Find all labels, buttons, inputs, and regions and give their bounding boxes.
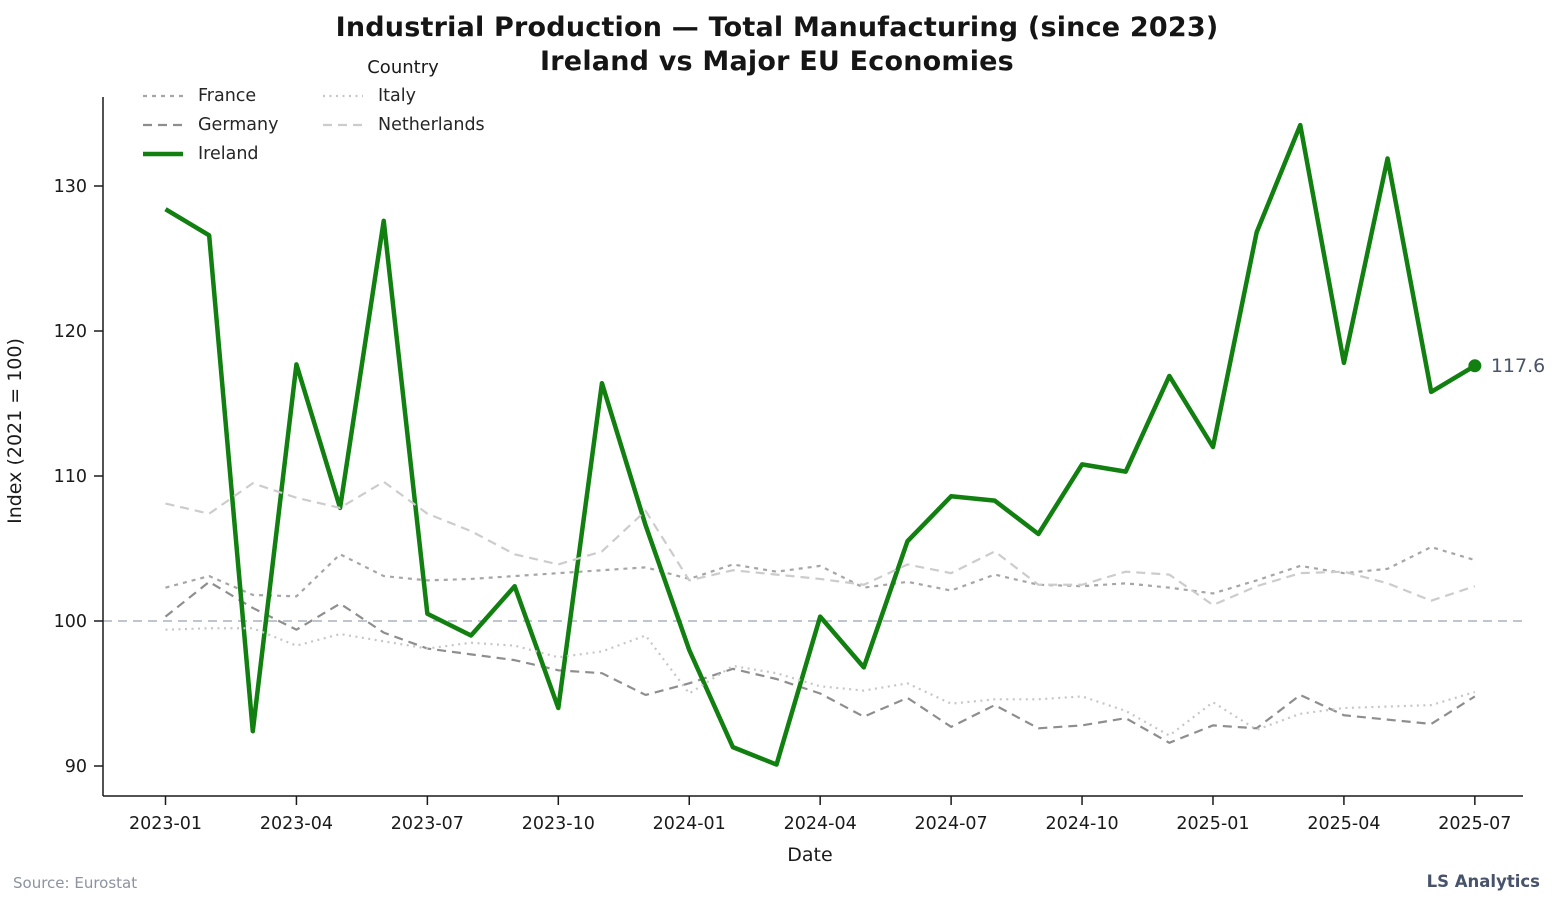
brand-label: LS Analytics <box>1426 872 1540 891</box>
x-tick-label: 2024-10 <box>1045 814 1118 834</box>
legend-item-netherlands: Netherlands <box>322 115 485 135</box>
y-tick-label: 120 <box>54 322 87 342</box>
legend-line-sample-france <box>143 94 183 98</box>
last-value-annotation: 117.6 <box>1490 354 1546 377</box>
y-tick-label: 130 <box>54 177 87 197</box>
series-line-netherlands <box>165 480 1476 607</box>
x-tick-label: 2023-01 <box>129 814 202 834</box>
y-tick-label: 110 <box>54 467 87 487</box>
legend-label-ireland: Ireland <box>198 144 259 164</box>
legend-item-france: France <box>142 86 256 106</box>
legend-line-sample-italy <box>323 94 363 98</box>
series-line-italy <box>165 627 1476 737</box>
x-tick-label: 2024-01 <box>653 814 726 834</box>
series-line-ireland <box>164 122 1477 767</box>
legend-line-sample-germany <box>143 123 183 127</box>
chart-title-line2: Ireland vs Major EU Economies <box>540 46 1014 77</box>
x-axis-label: Date <box>787 844 833 866</box>
legend-item-germany: Germany <box>142 115 278 135</box>
legend-item-ireland: Ireland <box>142 144 259 164</box>
y-tick-label: 100 <box>54 612 87 632</box>
legend-line-sample-netherlands <box>323 123 363 127</box>
x-tick-label: 2023-07 <box>391 814 464 834</box>
x-tick-label: 2023-10 <box>522 814 595 834</box>
legend-line-sample-ireland <box>143 151 183 157</box>
x-tick-label: 2024-07 <box>915 814 988 834</box>
legend-label-netherlands: Netherlands <box>378 115 485 135</box>
x-tick-label: 2023-04 <box>260 814 333 834</box>
series-endpoint-dot-ireland <box>1468 359 1482 373</box>
x-tick-label: 2025-07 <box>1438 814 1511 834</box>
series-line-france <box>165 545 1476 598</box>
series-line-germany <box>164 580 1476 744</box>
x-tick-label: 2025-01 <box>1176 814 1249 834</box>
x-tick-label: 2024-04 <box>784 814 857 834</box>
legend-label-germany: Germany <box>198 115 279 135</box>
y-tick-label: 90 <box>65 757 87 777</box>
x-tick-label: 2025-04 <box>1307 814 1380 834</box>
source-note: Source: Eurostat <box>13 874 138 892</box>
y-axis-label: Index (2021 = 100) <box>4 338 26 524</box>
legend-title: Country <box>367 57 439 78</box>
legend-item-italy: Italy <box>322 86 416 106</box>
legend-label-france: France <box>198 86 257 106</box>
chart-title-line1: Industrial Production — Total Manufactur… <box>335 12 1219 43</box>
legend-label-italy: Italy <box>378 86 416 106</box>
